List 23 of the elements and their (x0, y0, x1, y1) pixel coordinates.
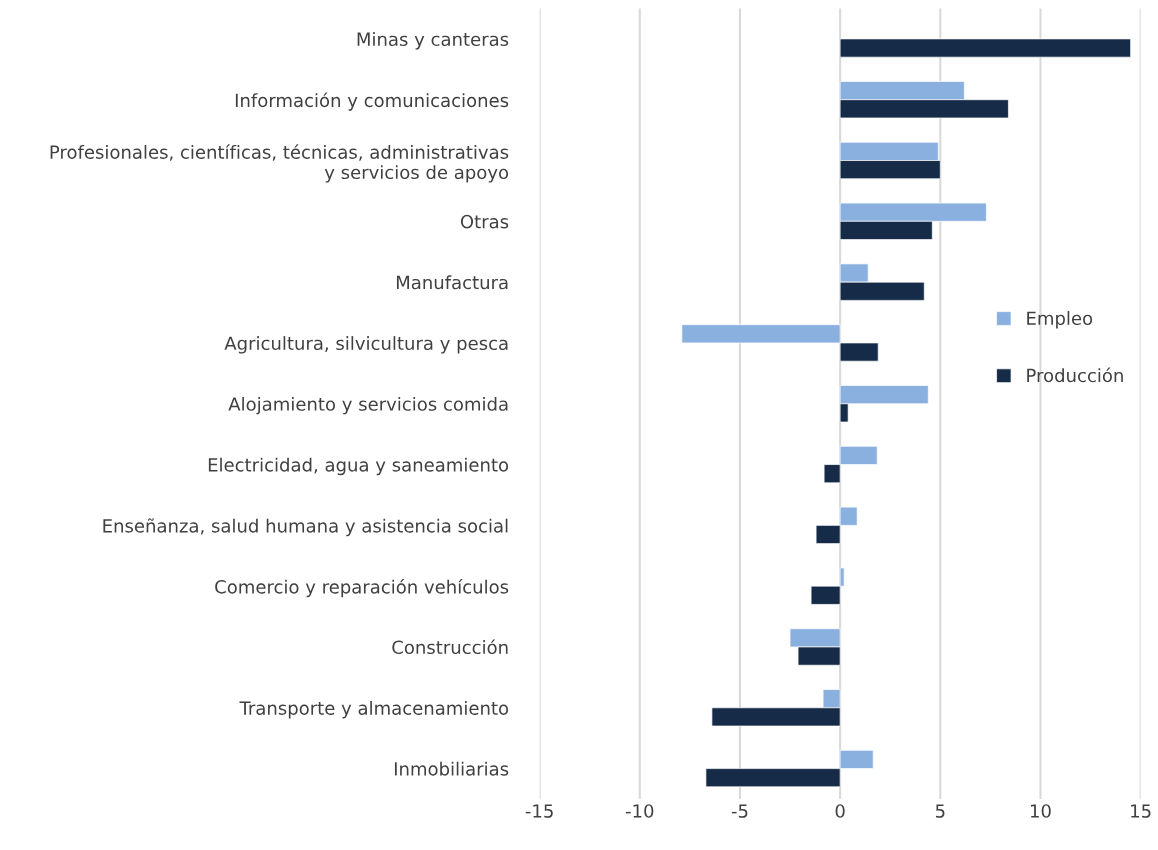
x-tick-label: 5 (935, 804, 945, 818)
y-tick-label: Información y comunicaciones (235, 92, 509, 111)
x-tick-label: 10 (1030, 804, 1051, 818)
y-tick-label: Profesionales, científicas, técnicas, administrativas y servicios de apoyo (50, 144, 509, 183)
y-tick-label: Otras (460, 214, 509, 229)
y-tick-label: Transporte y almacenamiento (239, 700, 509, 719)
x-tick-label: -15 (525, 804, 553, 818)
y-tick-label: Alojamiento y servicios comida (228, 396, 508, 415)
y-tick-label: Agricultura, silvicultura y pesca (224, 336, 508, 354)
x-tick-label: -5 (731, 804, 748, 818)
x-tick-label: -10 (625, 804, 654, 818)
y-tick-label: Manufactura (396, 275, 508, 290)
bar (839, 38, 1131, 58)
y-tick-label: Inmobiliarias (394, 761, 509, 776)
x-tick-label: 0 (835, 804, 845, 818)
y-tick-label: Electricidad, agua y saneamiento (208, 457, 509, 476)
y-tick-label: Comercio y reparación vehículos (215, 578, 509, 598)
y-tick-label: Enseñanza, salud humana y asistencia social (103, 518, 508, 537)
x-tick-label: 15 (1131, 804, 1151, 818)
y-tick-label: Construcción (392, 639, 508, 655)
legend-label: Empleo (1027, 311, 1093, 329)
y-tick-label: Minas y canteras (357, 32, 509, 50)
legend-label: Producción (1027, 367, 1123, 383)
